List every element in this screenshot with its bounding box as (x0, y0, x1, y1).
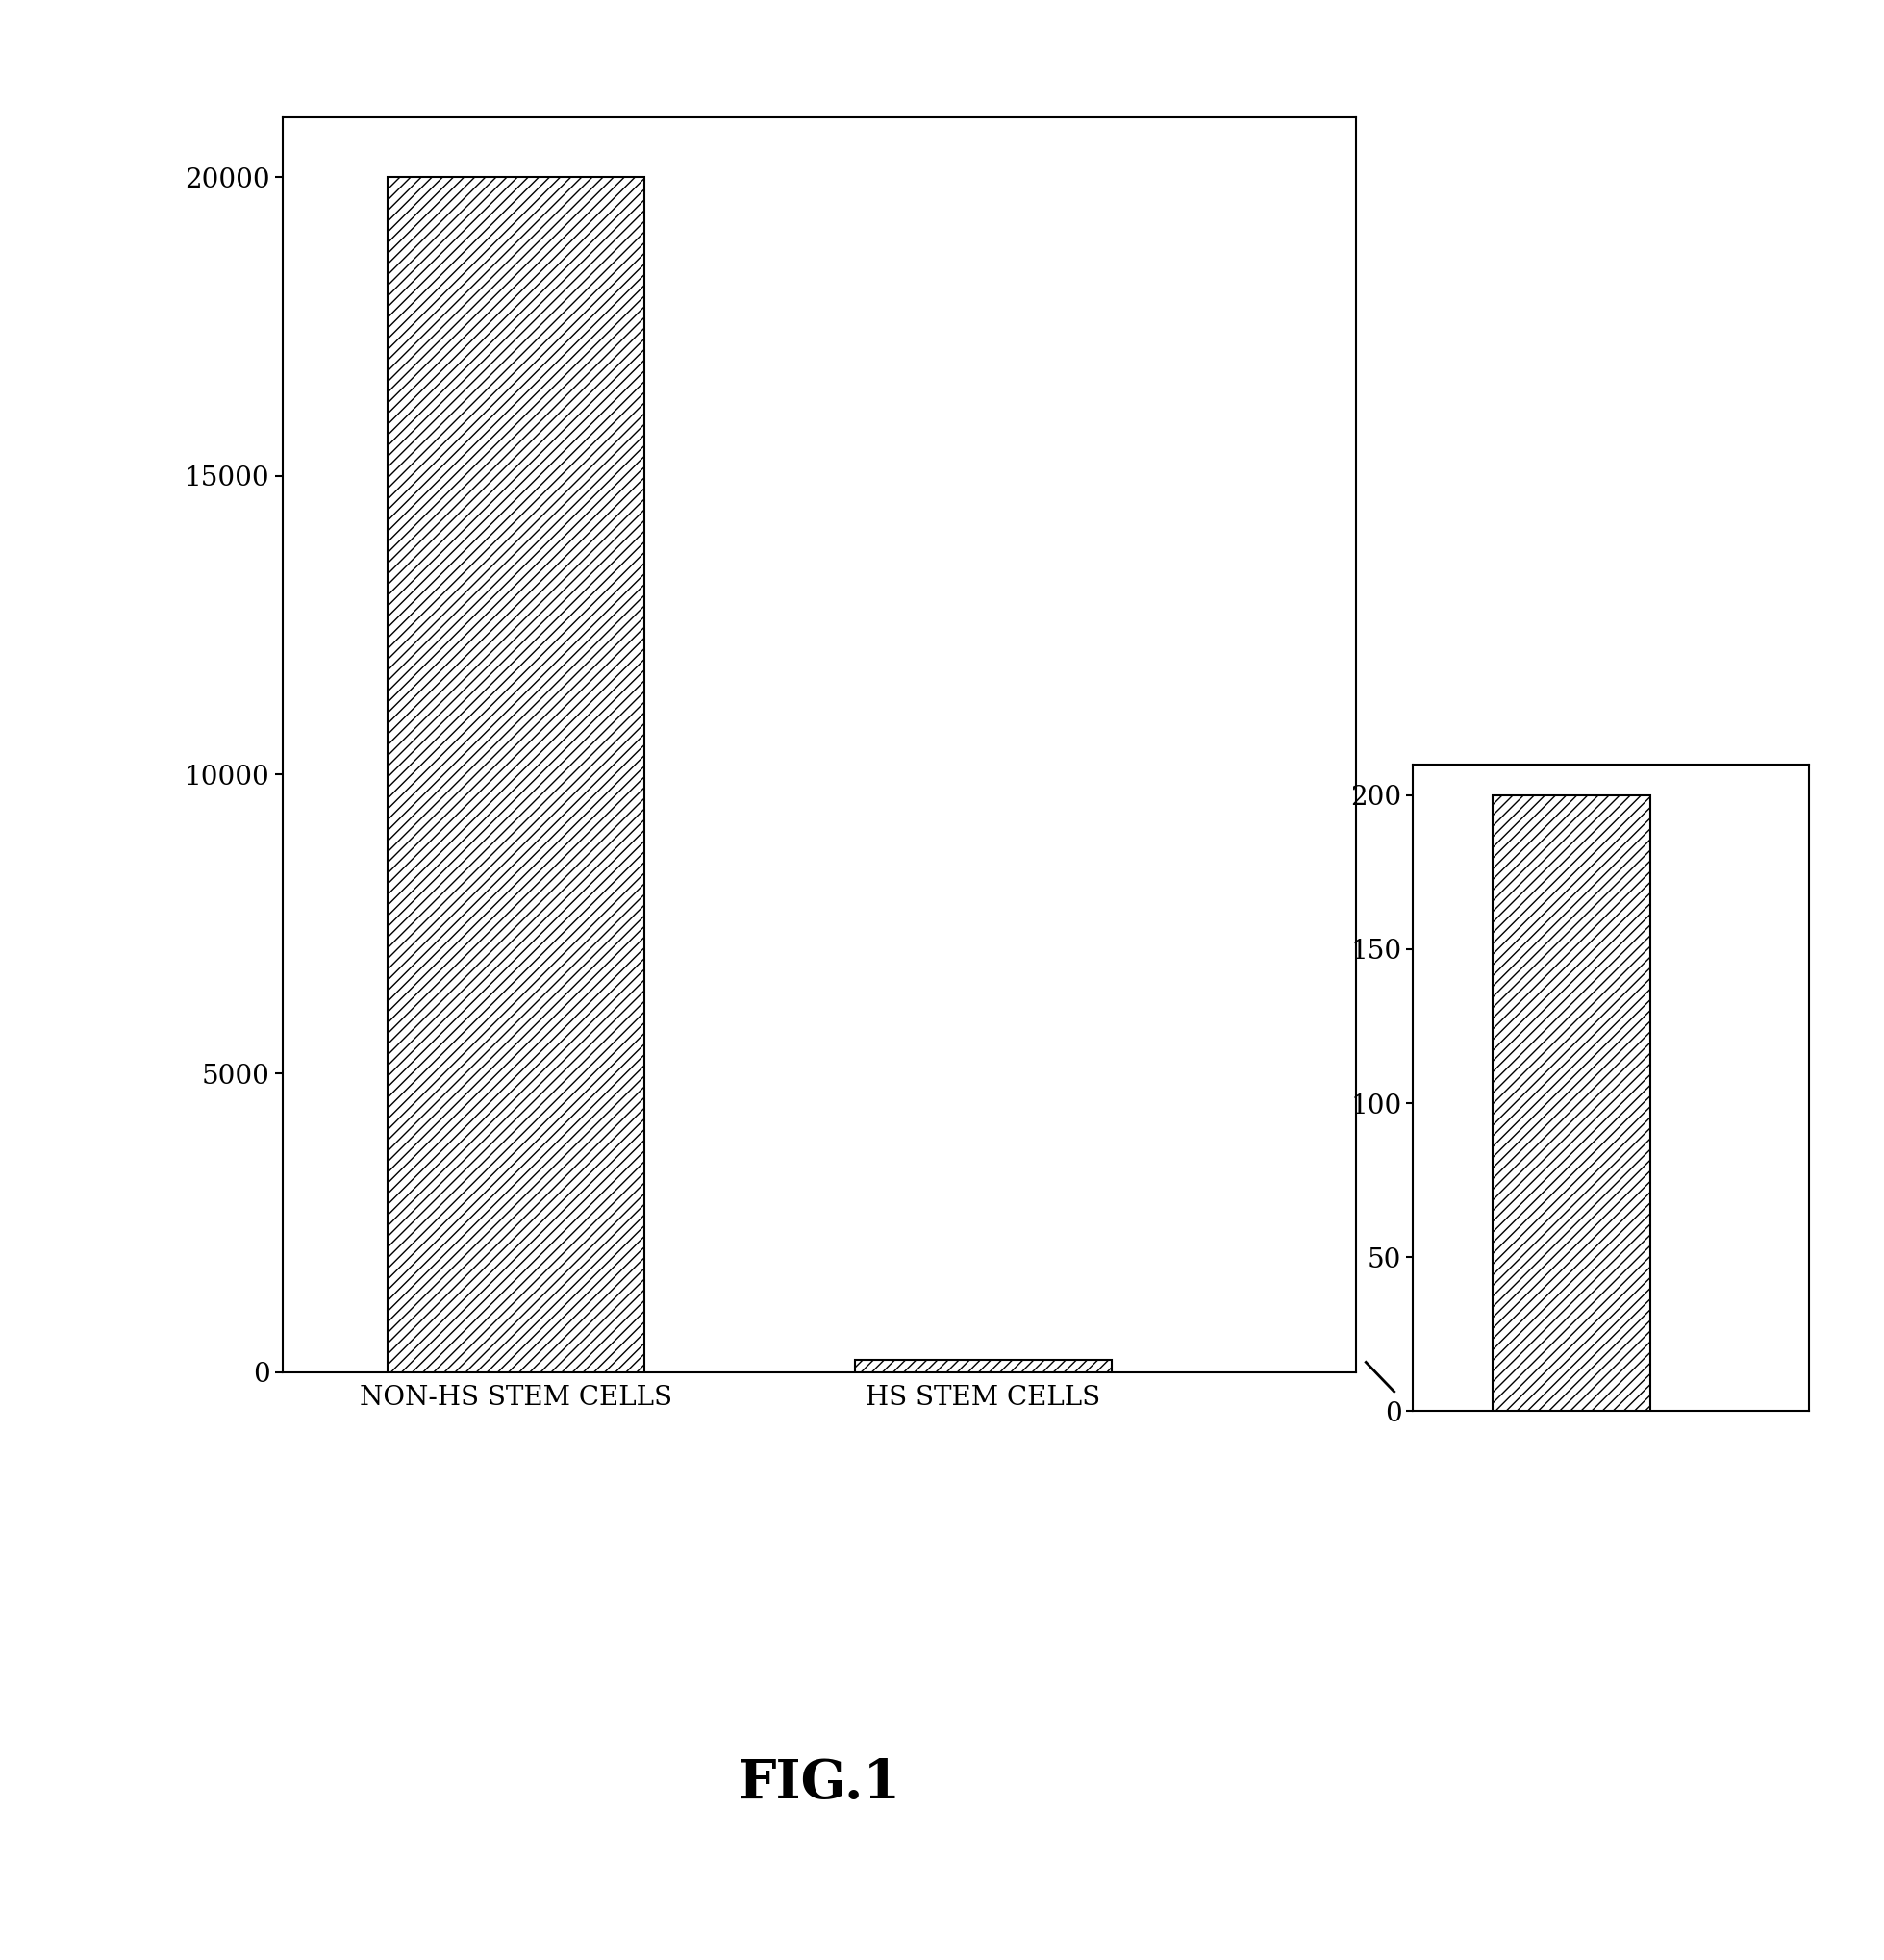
Bar (855, 1360, 1112, 1372)
Text: FIG.1: FIG.1 (739, 1758, 901, 1809)
Bar (388, 176, 644, 1372)
Bar (1492, 796, 1650, 1411)
